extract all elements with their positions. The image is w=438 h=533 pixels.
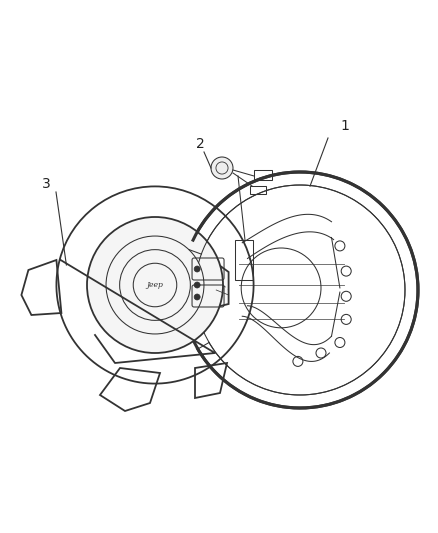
Circle shape (316, 348, 326, 358)
Polygon shape (216, 263, 229, 307)
Circle shape (87, 217, 223, 353)
Text: Jeep: Jeep (147, 281, 163, 289)
Circle shape (194, 294, 200, 300)
Text: 1: 1 (340, 119, 349, 133)
Circle shape (341, 314, 351, 325)
Circle shape (341, 292, 351, 301)
Bar (250, 186, 266, 194)
Circle shape (194, 266, 200, 272)
Circle shape (293, 357, 303, 366)
Circle shape (335, 241, 345, 251)
Text: 2: 2 (196, 137, 205, 151)
Circle shape (341, 266, 351, 276)
Circle shape (211, 157, 233, 179)
Circle shape (335, 337, 345, 348)
Bar (254, 170, 272, 180)
Circle shape (194, 282, 200, 288)
Text: 3: 3 (42, 177, 51, 191)
